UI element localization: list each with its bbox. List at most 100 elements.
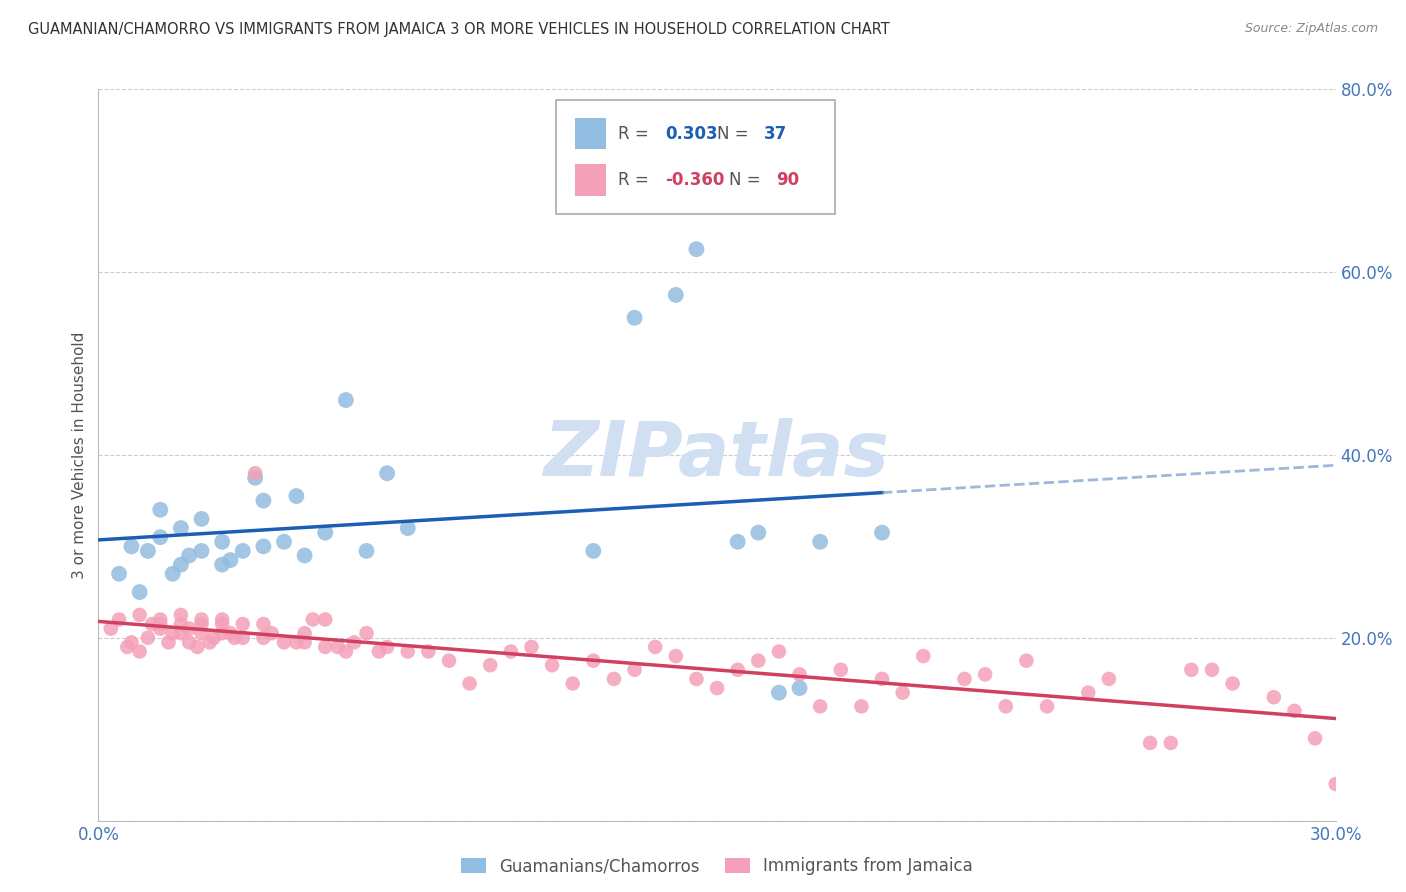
Y-axis label: 3 or more Vehicles in Household: 3 or more Vehicles in Household — [72, 331, 87, 579]
Text: N =: N = — [730, 171, 766, 189]
Point — [302, 613, 325, 627]
Point — [789, 667, 811, 681]
Point — [252, 617, 274, 632]
Point — [314, 613, 336, 627]
Point — [335, 644, 357, 658]
Point — [314, 525, 336, 540]
Point — [437, 654, 460, 668]
Legend: Guamanians/Chamorros, Immigrants from Jamaica: Guamanians/Chamorros, Immigrants from Ja… — [454, 850, 980, 882]
Point — [128, 585, 150, 599]
Point — [149, 622, 172, 636]
Point — [232, 544, 254, 558]
Point — [260, 626, 283, 640]
Point — [870, 525, 893, 540]
Text: GUAMANIAN/CHAMORRO VS IMMIGRANTS FROM JAMAICA 3 OR MORE VEHICLES IN HOUSEHOLD CO: GUAMANIAN/CHAMORRO VS IMMIGRANTS FROM JA… — [28, 22, 890, 37]
Point — [243, 466, 266, 480]
Point — [136, 544, 159, 558]
Point — [1015, 654, 1038, 668]
Point — [1284, 704, 1306, 718]
Point — [219, 553, 242, 567]
Point — [211, 613, 233, 627]
Point — [170, 558, 193, 572]
Point — [768, 644, 790, 658]
Point — [294, 549, 316, 563]
Point — [294, 635, 316, 649]
Point — [190, 544, 212, 558]
Point — [224, 631, 246, 645]
Text: 0.303: 0.303 — [665, 125, 717, 143]
Point — [170, 617, 193, 632]
Point — [541, 658, 564, 673]
Point — [912, 649, 935, 664]
Point — [1303, 731, 1326, 746]
Point — [520, 640, 543, 654]
Point — [117, 640, 139, 654]
Point — [1222, 676, 1244, 690]
Point — [179, 622, 201, 636]
Point — [232, 617, 254, 632]
Point — [136, 631, 159, 645]
Point — [499, 644, 522, 658]
Point — [326, 640, 349, 654]
Point — [1098, 672, 1121, 686]
Point — [170, 607, 193, 622]
Point — [314, 640, 336, 654]
Point — [623, 310, 645, 325]
Point — [285, 635, 308, 649]
Point — [479, 658, 502, 673]
Point — [994, 699, 1017, 714]
Text: 90: 90 — [776, 171, 800, 189]
Point — [1180, 663, 1202, 677]
Point — [685, 672, 707, 686]
Text: ZIPatlas: ZIPatlas — [544, 418, 890, 491]
Point — [747, 654, 769, 668]
Text: R =: R = — [619, 171, 654, 189]
Point — [108, 613, 131, 627]
Point — [953, 672, 976, 686]
Point — [808, 534, 831, 549]
Point — [149, 617, 172, 632]
Point — [1036, 699, 1059, 714]
Point — [727, 534, 749, 549]
Text: 37: 37 — [763, 125, 787, 143]
Point — [252, 539, 274, 553]
Point — [186, 640, 208, 654]
Point — [1324, 777, 1347, 791]
Point — [170, 521, 193, 535]
Point — [294, 626, 316, 640]
Text: R =: R = — [619, 125, 654, 143]
Point — [1160, 736, 1182, 750]
Point — [179, 635, 201, 649]
Point — [170, 626, 193, 640]
Point — [789, 681, 811, 695]
Point — [149, 613, 172, 627]
Point — [335, 392, 357, 407]
Point — [974, 667, 997, 681]
Point — [808, 699, 831, 714]
Point — [157, 635, 180, 649]
Point — [768, 685, 790, 699]
Point — [706, 681, 728, 695]
Point — [870, 672, 893, 686]
Point — [108, 566, 131, 581]
Point — [202, 631, 225, 645]
Point — [561, 676, 583, 690]
Point — [219, 626, 242, 640]
Point — [396, 644, 419, 658]
Point — [149, 502, 172, 516]
Point — [149, 530, 172, 544]
Point — [830, 663, 852, 677]
Point — [375, 640, 398, 654]
Point — [356, 544, 378, 558]
Point — [458, 676, 481, 690]
Point — [211, 534, 233, 549]
Point — [644, 640, 666, 654]
Point — [211, 617, 233, 632]
Point — [162, 626, 184, 640]
Point — [243, 471, 266, 485]
Point — [685, 242, 707, 256]
Point — [252, 493, 274, 508]
Point — [128, 607, 150, 622]
Text: N =: N = — [717, 125, 754, 143]
Point — [120, 635, 142, 649]
